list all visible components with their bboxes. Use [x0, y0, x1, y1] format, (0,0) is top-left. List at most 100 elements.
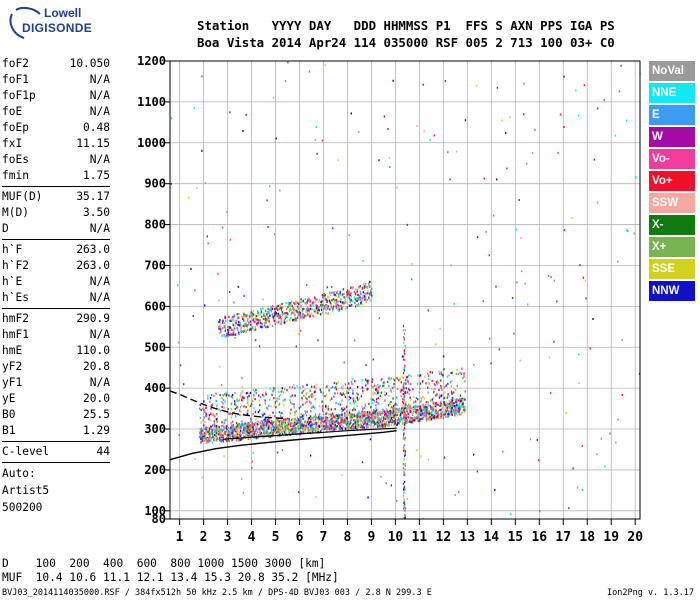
echo-point [223, 432, 225, 435]
echo-point [302, 316, 304, 319]
echo-point [309, 315, 311, 318]
param-value: 11.15 [76, 137, 110, 150]
echo-point [276, 305, 278, 308]
echo-point [411, 263, 413, 266]
echo-point [348, 388, 350, 391]
echo-point [301, 315, 303, 318]
echo-point [405, 382, 407, 385]
echo-point [292, 307, 295, 311]
echo-point [335, 415, 338, 418]
echo-point [315, 304, 317, 307]
echo-point [462, 399, 464, 402]
echo-point [296, 316, 299, 319]
echo-point [245, 434, 247, 437]
echo-point [242, 437, 244, 440]
echo-point [262, 432, 265, 435]
echo-point [411, 278, 413, 281]
echo-point [258, 394, 260, 397]
echo-point [371, 402, 373, 405]
echo-point [396, 387, 399, 390]
echo-point [398, 407, 400, 411]
echo-point [306, 301, 309, 304]
echo-point [375, 404, 377, 407]
echo-point [288, 431, 291, 434]
x-tick-label: 2 [200, 530, 208, 545]
echo-point [403, 506, 405, 509]
echo-point [447, 393, 449, 396]
param-name: C-level [2, 445, 50, 458]
echo-point [422, 414, 424, 417]
echo-point [226, 393, 228, 396]
echo-point [414, 416, 416, 419]
echo-point [264, 391, 267, 394]
echo-point [273, 312, 276, 315]
echo-point [405, 387, 407, 390]
echo-point [406, 391, 409, 394]
echo-point [390, 484, 393, 487]
echo-point [219, 324, 221, 328]
echo-point [298, 312, 301, 315]
echo-point [349, 422, 351, 426]
echo-point [265, 317, 267, 320]
echo-point [283, 420, 285, 423]
echo-point [443, 396, 446, 400]
echo-point [315, 383, 318, 386]
param-value: N/A [89, 73, 110, 86]
echo-point [372, 416, 374, 419]
echo-point [308, 309, 310, 312]
echo-point [407, 388, 410, 391]
echo-point [360, 395, 363, 398]
echo-point [321, 424, 323, 428]
echo-point [410, 398, 412, 401]
echo-point [440, 404, 443, 407]
echo-point [210, 393, 213, 397]
echo-point [398, 418, 400, 421]
echo-point [219, 365, 221, 368]
echo-point [252, 428, 255, 431]
echo-point [309, 389, 311, 392]
echo-point [407, 380, 409, 383]
echo-point [212, 428, 215, 431]
echo-point [324, 395, 326, 398]
echo-point [275, 418, 277, 422]
echo-point [210, 412, 212, 415]
echo-point [257, 421, 260, 425]
echo-point [232, 431, 234, 435]
echo-point [529, 438, 532, 441]
echo-point [341, 393, 343, 397]
echo-point [278, 420, 280, 423]
echo-point [358, 415, 360, 418]
echo-point [263, 419, 265, 422]
echo-point [307, 427, 309, 430]
echo-point [472, 453, 475, 456]
echo-point [213, 433, 216, 437]
echo-point [309, 424, 312, 427]
echo-point [438, 396, 441, 399]
echo-point [219, 393, 221, 397]
echo-point [316, 416, 319, 420]
echo-point [377, 391, 380, 394]
echo-point [394, 418, 397, 421]
echo-point [300, 301, 302, 304]
echo-point [288, 318, 290, 321]
echo-point [269, 420, 271, 424]
echo-point [309, 307, 312, 310]
echo-point [341, 386, 343, 389]
echo-point [235, 428, 237, 431]
echo-point [325, 427, 328, 431]
echo-point [403, 405, 406, 408]
echo-point [300, 305, 302, 308]
echo-point [264, 321, 267, 325]
echo-point [248, 394, 250, 398]
echo-point [390, 400, 392, 403]
echo-point [245, 315, 247, 318]
echo-point [230, 439, 233, 442]
echo-point [230, 402, 233, 405]
echo-point [600, 437, 603, 440]
echo-point [323, 420, 325, 424]
echo-point [368, 285, 371, 289]
echo-point [361, 386, 364, 389]
echo-point [302, 414, 305, 417]
echo-point [414, 408, 416, 411]
echo-point [408, 405, 410, 408]
